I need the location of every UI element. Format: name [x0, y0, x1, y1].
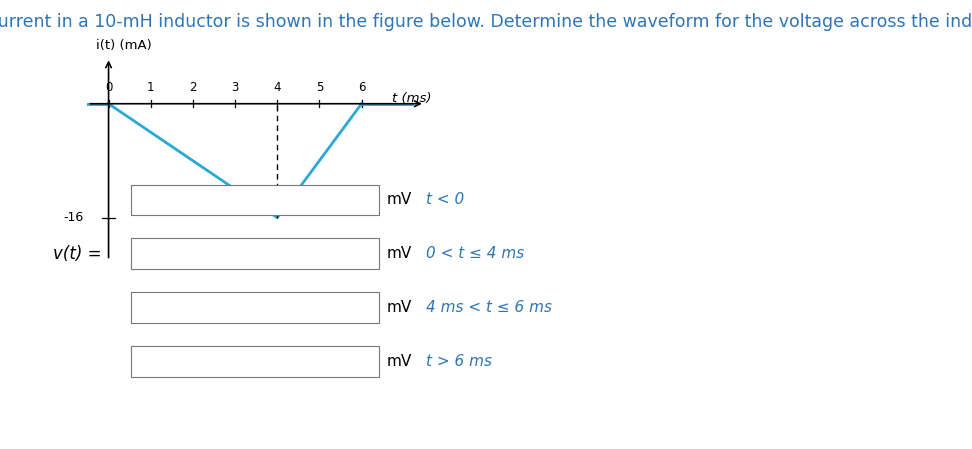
Text: 0: 0: [105, 81, 112, 94]
Text: mV: mV: [387, 354, 412, 369]
Text: 5: 5: [316, 81, 323, 94]
Text: t > 6 ms: t > 6 ms: [426, 354, 492, 369]
Text: The current in a 10-mH inductor is shown in the figure below. Determine the wave: The current in a 10-mH inductor is shown…: [0, 13, 972, 31]
Text: 3: 3: [231, 81, 239, 94]
Text: 4 ms < t ≤ 6 ms: 4 ms < t ≤ 6 ms: [426, 300, 552, 315]
Text: v(t) =: v(t) =: [53, 245, 102, 263]
Text: t < 0: t < 0: [426, 192, 464, 207]
Text: mV: mV: [387, 192, 412, 207]
Text: i(t) (mA): i(t) (mA): [96, 40, 152, 53]
Text: 6: 6: [358, 81, 365, 94]
Text: 2: 2: [190, 81, 196, 94]
Text: mV: mV: [387, 300, 412, 315]
Text: -16: -16: [63, 211, 84, 224]
Text: t (ms): t (ms): [392, 92, 431, 105]
Text: mV: mV: [387, 246, 412, 261]
Text: 1: 1: [147, 81, 155, 94]
Text: 4: 4: [273, 81, 281, 94]
Text: 0 < t ≤ 4 ms: 0 < t ≤ 4 ms: [426, 246, 524, 261]
